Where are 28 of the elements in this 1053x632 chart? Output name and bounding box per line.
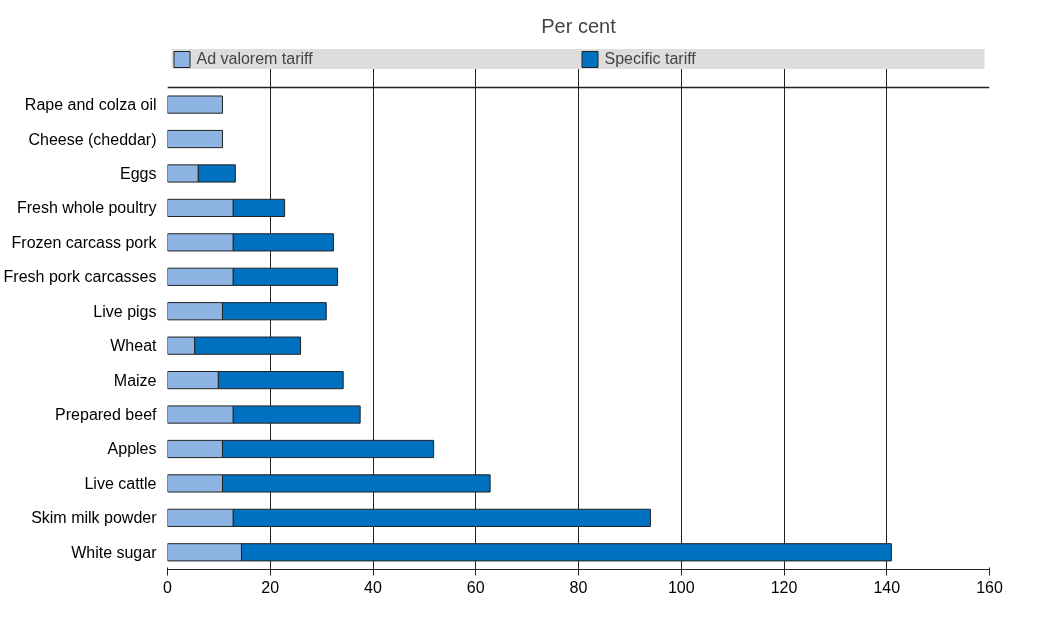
x-tick-label: 80 [569,578,588,596]
y-tick-label: Prepared beef [55,406,158,424]
y-tick-label: Fresh pork carcasses [3,268,157,286]
x-tick-label: 0 [163,578,173,596]
bar [167,95,223,114]
x-tick-label: 100 [667,578,695,596]
y-tick-label: Fresh whole poultry [16,199,157,217]
x-tick-label: 60 [466,578,485,596]
bar [167,129,223,149]
y-tick-label: Eggs [120,164,157,182]
y-tick-label: White sugar [71,543,158,561]
y-tick-label: Live pigs [93,302,157,320]
x-tick-label: 40 [364,578,382,596]
x-tick-label: 120 [770,578,798,596]
y-tick-label: Maize [113,371,157,389]
y-tick-label: Wheat [110,337,158,355]
legend-label: Ad valorem tariff [196,50,314,68]
y-tick-label: Skim milk powder [31,509,158,527]
x-tick-label: 160 [976,578,1003,596]
x-tick-label: 140 [873,578,901,596]
legend-label: Specific tariff [604,50,697,68]
chart-title: Per cent [541,15,617,37]
y-tick-label: Frozen carcass pork [11,233,158,251]
x-tick-label: 20 [261,578,280,596]
y-tick-label: Apples [107,440,157,458]
y-tick-label: Cheese (cheddar) [28,130,157,148]
y-tick-label: Rape and colza oil [24,96,157,114]
y-tick-label: Live cattle [84,474,157,492]
